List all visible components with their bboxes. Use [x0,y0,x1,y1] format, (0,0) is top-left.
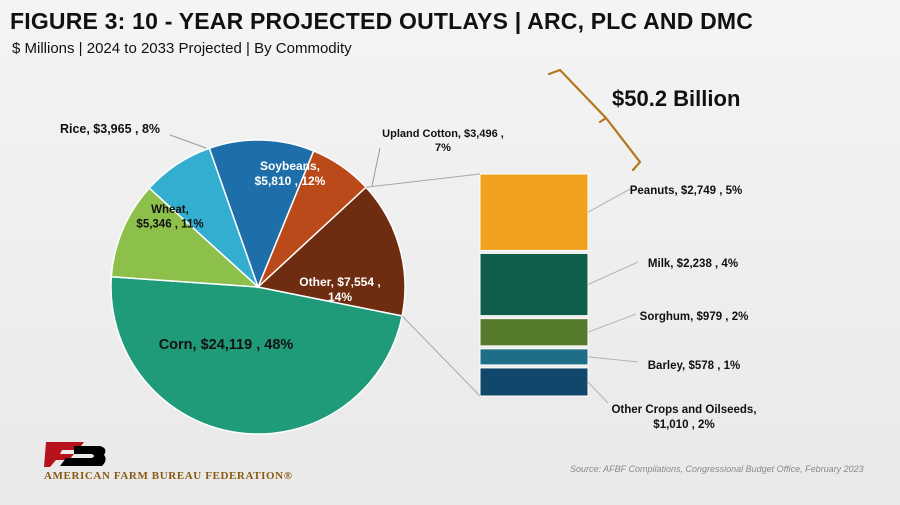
pie-slice-corn [110,275,404,435]
bar-segment-barley [479,348,589,366]
pie-slice-soybeans [208,139,315,290]
pie-label-corn: Corn, $24,119 , 48% [159,337,294,353]
connector-line-bottom [401,315,481,397]
leader-line-barley [587,356,639,363]
bar-segment-peanuts [479,173,589,251]
pie-label-upland-cotton: Upland Cotton, $3,496 , 7% [382,128,504,154]
total-label: $50.2 Billion [612,86,741,111]
leader-line-upland-cotton [371,147,381,187]
leader-line-other-crops-and-oilseeds [587,381,609,404]
connector-line-top [365,173,481,188]
pie-slice-wheat [110,187,261,288]
leader-line-peanuts [587,187,633,213]
logo-text: AMERICAN FARM BUREAU FEDERATION® [44,470,293,482]
bar-label-other-crops-and-oilseeds: Other Crops and Oilseeds, $1,010 , 2% [611,404,756,431]
pie-slice-other [256,186,406,317]
total-bracket [547,68,642,172]
leader-line-rice [169,134,207,149]
pie-label-wheat: Wheat, $5,346 , 11% [136,204,203,231]
pie-label-rice: Rice, $3,965 , 8% [60,122,160,136]
bar-label-milk: Milk, $2,238 , 4% [648,258,738,270]
bar-label-peanuts: Peanuts, $2,749 , 5% [630,185,743,197]
leader-line-milk [587,261,639,285]
page-subtitle: $ Millions | 2024 to 2033 Projected | By… [12,40,352,57]
bar-label-sorghum: Sorghum, $979 , 2% [640,311,749,323]
bar-segment-milk [479,252,589,317]
source-note: Source: AFBF Compilations, Congressional… [570,464,864,474]
afbf-logo [44,440,108,473]
fb-logo-icon [44,442,106,467]
bar-label-barley: Barley, $578 , 1% [648,360,741,372]
pie-label-soybeans: Soybeans, $5,810 , 12% [255,159,326,188]
page-title: FIGURE 3: 10 - YEAR PROJECTED OUTLAYS | … [10,8,754,34]
leader-line-sorghum [587,313,637,333]
pie-label-other: Other, $7,554 , 14% [299,275,380,304]
bar-segment-sorghum [479,318,589,347]
bar-segment-other-crops-and-oilseeds [479,367,589,397]
